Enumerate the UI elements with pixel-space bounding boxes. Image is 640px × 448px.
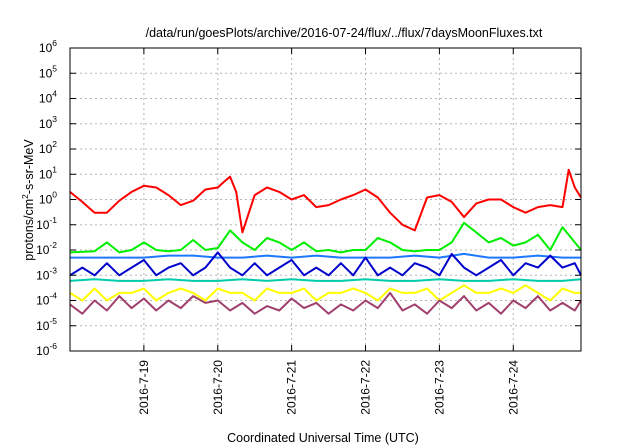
y-tick-label: 101 bbox=[39, 164, 57, 181]
series-line-4 bbox=[70, 252, 581, 259]
series-line-5 bbox=[69, 278, 582, 282]
y-tick-label: 104 bbox=[39, 89, 57, 106]
chart-title: /data/run/goesPlots/archive/2016-07-24/f… bbox=[146, 26, 543, 40]
grid-lines bbox=[70, 48, 581, 351]
series-line-7 bbox=[69, 291, 582, 315]
y-tick-label: 10-6 bbox=[36, 341, 57, 358]
y-tick-label: 10-3 bbox=[36, 265, 57, 282]
data-series bbox=[69, 168, 582, 315]
x-tick-label: 2016-7-22 bbox=[359, 360, 373, 415]
x-tick-label: 2016-7-20 bbox=[211, 360, 225, 415]
x-axis-ticks: 2016-7-19 2016-7-20 2016-7-21 2016-7-22 2016… bbox=[137, 48, 520, 415]
y-tick-label: 100 bbox=[39, 190, 57, 207]
x-tick-label: 2016-7-19 bbox=[137, 360, 151, 415]
y-tick-label: 106 bbox=[39, 38, 57, 55]
x-tick-label: 2016-7-24 bbox=[506, 360, 520, 415]
y-tick-label: 103 bbox=[39, 114, 57, 131]
series-line-1 bbox=[69, 168, 582, 234]
y-tick-label: 102 bbox=[39, 139, 57, 156]
y-axis-label: protons/cm2-s-sr-MeV bbox=[20, 139, 36, 261]
series-line-2 bbox=[69, 221, 582, 254]
y-tick-label: 10-5 bbox=[36, 316, 57, 333]
series-line-6 bbox=[69, 284, 581, 302]
y-tick-label: 105 bbox=[39, 63, 57, 80]
y-tick-label: 10-1 bbox=[36, 215, 57, 232]
x-tick-label: 2016-7-21 bbox=[285, 360, 299, 415]
x-tick-label: 2016-7-23 bbox=[432, 360, 446, 415]
y-axis-ticks: 10-6 10-5 10-4 10-3 10-2 10-1 100 101 102 103 104 1… bbox=[36, 38, 581, 358]
x-axis-label: Coordinated Universal Time (UTC) bbox=[227, 431, 419, 445]
y-tick-label: 10-2 bbox=[36, 240, 57, 257]
series-line-3 bbox=[69, 251, 582, 277]
y-tick-label: 10-4 bbox=[36, 291, 57, 308]
